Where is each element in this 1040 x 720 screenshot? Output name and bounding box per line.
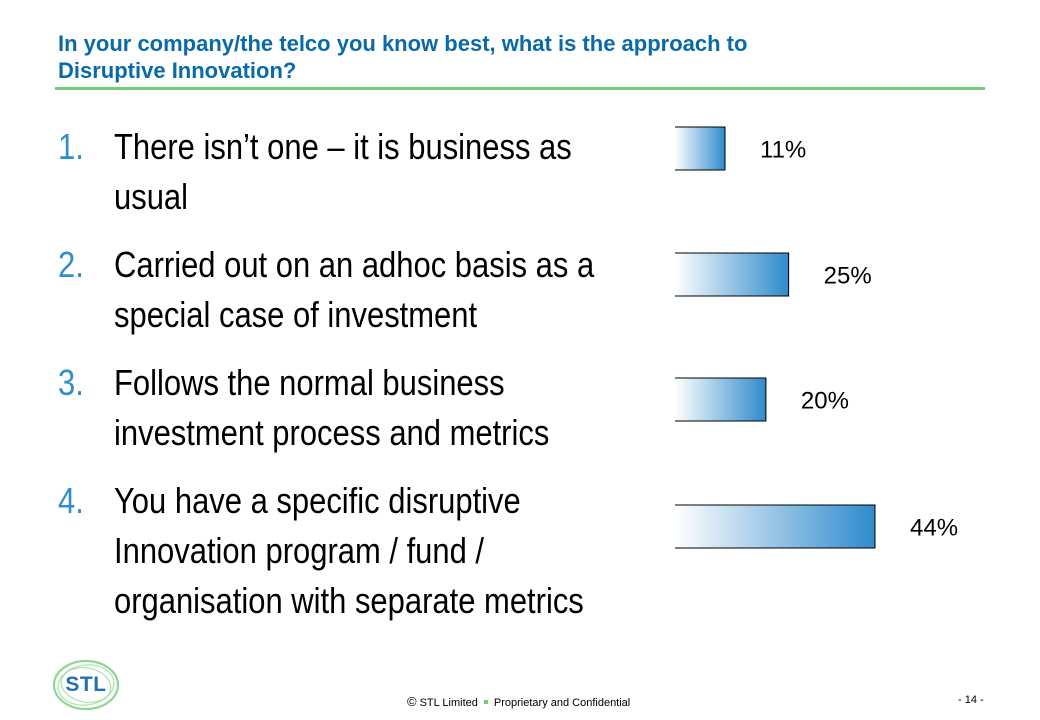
bar-outline xyxy=(675,126,726,171)
bar-option-4 xyxy=(675,505,875,548)
bar-option-3 xyxy=(675,378,766,421)
answer-text-line: usual xyxy=(114,176,189,217)
answer-text-line: investment process and metrics xyxy=(114,412,550,453)
copyright-symbol: © xyxy=(407,694,417,709)
footer: © STL Limited Proprietary and Confidential… xyxy=(0,690,1040,710)
logo-text: STL xyxy=(65,673,107,696)
slide-title-line1: In your company/the telco you know best,… xyxy=(58,31,748,56)
answer-text: Carried out on an adhoc basis as a speci… xyxy=(114,240,673,340)
answer-number: 1. xyxy=(58,126,84,167)
bar-outline xyxy=(675,504,876,549)
stl-logo: STL xyxy=(50,656,122,714)
logo-ring-icon xyxy=(52,659,120,711)
answer-text-line: Carried out on an adhoc basis as a xyxy=(114,244,595,285)
answer-text: There isn’t one – it is business as usua… xyxy=(114,122,673,222)
footer-confidential: Proprietary and Confidential xyxy=(493,697,631,709)
answer-text-line: organisation with separate metrics xyxy=(114,580,584,621)
page-number: - 14 - xyxy=(958,694,984,706)
title-divider xyxy=(55,87,985,90)
bar-option-1 xyxy=(675,127,725,170)
footer-separator xyxy=(483,700,488,705)
slide-title: In your company/the telco you know best,… xyxy=(58,30,958,84)
bar-value-label: 11% xyxy=(760,137,806,164)
slide-title-line2: Disruptive Innovation? xyxy=(58,58,297,83)
bar-outline xyxy=(675,252,790,297)
answer-text-line: You have a specific disruptive xyxy=(114,480,521,521)
answer-text-line: Innovation program / fund / xyxy=(114,530,485,571)
bars-group: 11% 25% 20% 44% xyxy=(675,126,958,549)
bar-value-label: 25% xyxy=(824,263,872,290)
answer-number: 3. xyxy=(58,362,84,403)
bar-outline xyxy=(675,377,767,422)
bar-value-label: 44% xyxy=(910,515,958,542)
answer-text: Follows the normal business investment p… xyxy=(114,358,673,458)
answer-number: 2. xyxy=(58,244,84,285)
answer-text: You have a specific disruptive Innovatio… xyxy=(114,476,673,626)
response-bar-chart: 11% 25% 20% 44% xyxy=(675,126,958,549)
bar-value-label: 20% xyxy=(801,388,849,415)
bar-option-2 xyxy=(675,253,789,296)
footer-copyright: © STL Limited Proprietary and Confidential xyxy=(407,694,630,709)
answer-text-line: Follows the normal business xyxy=(114,362,505,403)
answer-text-line: There isn’t one – it is business as xyxy=(114,126,572,167)
answer-number: 4. xyxy=(58,480,84,521)
footer-company: STL Limited xyxy=(419,697,478,709)
answer-text-line: special case of investment xyxy=(114,294,478,335)
